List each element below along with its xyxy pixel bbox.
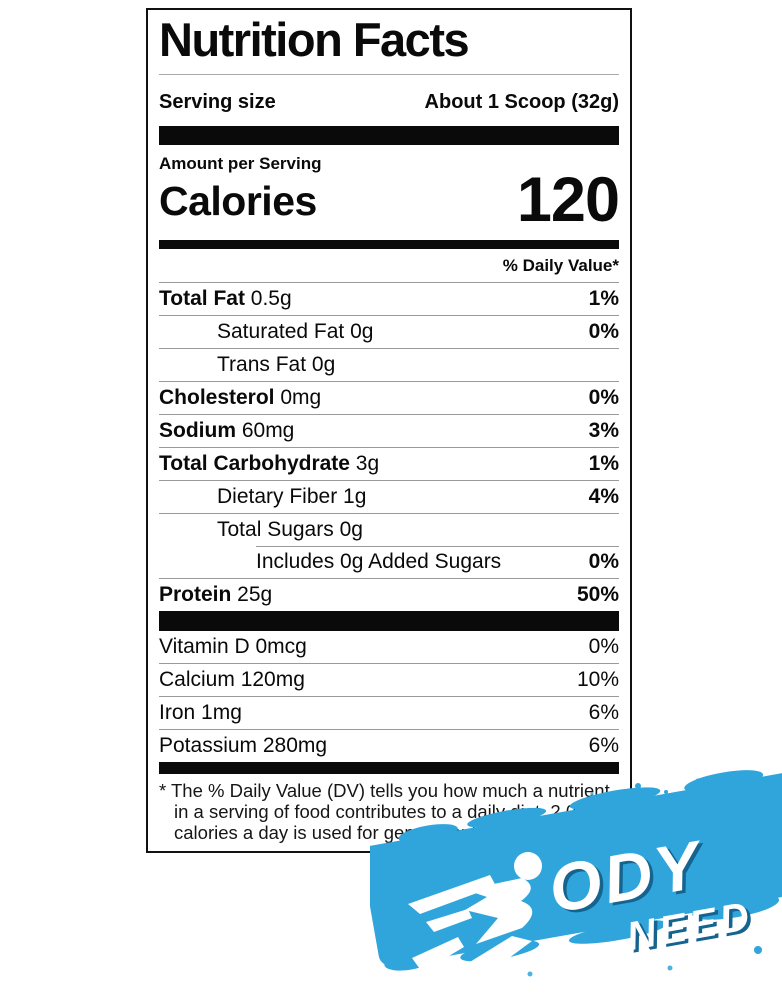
nutrient-row: Iron 1mg 6% xyxy=(159,695,619,729)
micronutrient-rows: Vitamin D 0mcg 0% Calcium 120mg 10% Iron… xyxy=(159,631,619,762)
nutrient-name: Total Sugars xyxy=(217,517,334,541)
nutrient-amount: 1mg xyxy=(195,700,242,724)
nutrient-amount: 1g xyxy=(337,484,367,508)
nutrient-daily-value: 0% xyxy=(588,549,619,573)
nutrient-row: Includes 0g Added Sugars 0% xyxy=(159,545,619,578)
footnote-line: in a serving of food contributes to a da… xyxy=(174,800,597,822)
nutrient-name: Potassium xyxy=(159,733,258,757)
nutrient-row: Protein 25g 50% xyxy=(159,577,619,611)
nutrition-facts-label: Nutrition Facts Serving size About 1 Sco… xyxy=(146,8,632,853)
nutrient-name: Saturated Fat xyxy=(217,319,345,343)
nutrient-amount: 0g xyxy=(306,352,336,376)
nutrient-amount: 0g xyxy=(333,517,363,541)
nutrient-row: Potassium 280mg 6% xyxy=(159,728,619,762)
nutrient-row: Calcium 120mg 10% xyxy=(159,662,619,696)
nutrient-amount: 0.5g xyxy=(244,286,292,310)
nutrient-name: Vitamin D xyxy=(159,634,250,658)
nutrient-amount: 280mg xyxy=(257,733,328,757)
nutrient-row: Trans Fat 0g xyxy=(159,347,619,381)
nutrient-name: Total Carbohydrate xyxy=(159,451,350,475)
nutrient-amount: 25g xyxy=(231,582,273,606)
nutrient-name: Includes 0g Added Sugars xyxy=(256,549,502,573)
nutrient-row: Dietary Fiber 1g 4% xyxy=(159,479,619,513)
nutrient-name: Calcium xyxy=(159,667,235,691)
footnote-line: * The % Daily Value (DV) tells you how m… xyxy=(159,779,610,801)
nutrient-daily-value: 1% xyxy=(588,286,619,310)
nutrient-daily-value: 0% xyxy=(588,319,619,343)
nutrient-name: Dietary Fiber xyxy=(217,484,338,508)
serving-size-label: Serving size xyxy=(159,90,276,113)
brand-word-need-shadow: NEED xyxy=(627,896,760,961)
daily-value-header: % Daily Value* xyxy=(159,249,619,283)
nutrient-name: Cholesterol xyxy=(159,385,275,409)
nutrient-row: Vitamin D 0mcg 0% xyxy=(159,631,619,663)
calories-block: Amount per Serving Calories 120 xyxy=(159,145,620,240)
nutrient-daily-value: 6% xyxy=(588,700,619,724)
separator-bar-thick-2 xyxy=(159,610,619,631)
nutrient-daily-value: 6% xyxy=(588,733,619,757)
calories-value: 120 xyxy=(516,164,620,235)
serving-size-value: About 1 Scoop (32g) xyxy=(424,90,619,113)
nutrient-daily-value: 3% xyxy=(588,418,619,442)
serving-size-row: Serving size About 1 Scoop (32g) xyxy=(159,75,619,126)
nutrient-name: Trans Fat xyxy=(217,352,307,376)
separator-bar-thick xyxy=(159,125,619,145)
nutrient-row: Total Sugars 0g xyxy=(159,512,619,546)
nutrient-name: Total Fat xyxy=(159,286,245,310)
runner-icon xyxy=(408,852,542,1000)
label-title: Nutrition Facts xyxy=(159,10,619,75)
nutrient-amount: 60mg xyxy=(236,418,295,442)
separator-bar-medium xyxy=(159,239,619,249)
nutrient-daily-value: 50% xyxy=(576,582,619,606)
nutrient-amount: 0g xyxy=(344,319,374,343)
nutrient-row: Sodium 60mg 3% xyxy=(159,413,619,447)
nutrient-amount: 120mg xyxy=(234,667,305,691)
nutrient-amount: 3g xyxy=(349,451,380,475)
nutrient-daily-value: 1% xyxy=(588,451,619,475)
brand-word-need: NEED xyxy=(624,894,757,959)
nutrient-amount: 0mg xyxy=(274,385,322,409)
nutrient-rows: Total Fat 0.5g 1% Saturated Fat 0g 0% Tr… xyxy=(159,283,619,611)
nutrient-row: Saturated Fat 0g 0% xyxy=(159,314,619,348)
nutrient-row: Total Fat 0.5g 1% xyxy=(159,283,619,315)
calories-label: Calories xyxy=(159,177,317,224)
nutrient-daily-value: 0% xyxy=(588,634,619,658)
separator-bar-medium-2 xyxy=(159,761,619,774)
nutrient-name: Sodium xyxy=(159,418,236,442)
amount-per-serving-label: Amount per Serving xyxy=(159,153,322,173)
nutrient-daily-value: 0% xyxy=(588,385,619,409)
footnote: * The % Daily Value (DV) tells you how m… xyxy=(159,774,619,843)
nutrient-row: Total Carbohydrate 3g 1% xyxy=(159,446,619,480)
nutrient-amount: 0mcg xyxy=(249,634,307,658)
nutrient-daily-value: 4% xyxy=(588,484,619,508)
nutrient-name: Protein xyxy=(159,582,232,606)
nutrient-name: Iron xyxy=(159,700,196,724)
nutrient-row: Cholesterol 0mg 0% xyxy=(159,380,619,414)
nutrient-daily-value: 10% xyxy=(576,667,619,691)
footnote-line: calories a day is used for general nutri… xyxy=(174,821,581,843)
